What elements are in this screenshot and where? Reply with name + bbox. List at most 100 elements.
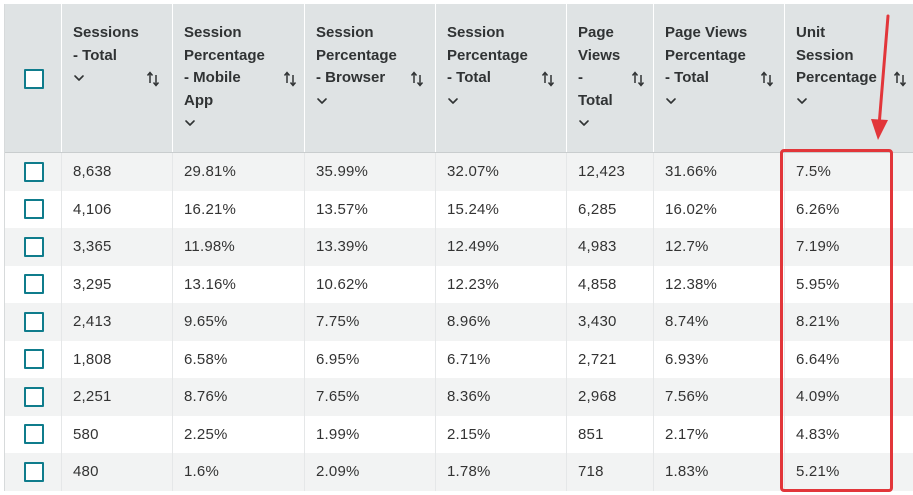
table-cell: 8.21%	[796, 313, 840, 331]
table-cell: 8.96%	[436, 303, 567, 341]
column-header[interactable]: Unit Session Percentage	[785, 4, 913, 152]
table-cell: 5.21%	[796, 463, 840, 481]
sort-arrows-icon[interactable]	[283, 70, 297, 88]
chevron-down-icon[interactable]	[577, 116, 591, 130]
table-cell: 6.26%	[796, 200, 840, 218]
table-cell: 4,983	[567, 228, 654, 266]
red-arrow-icon	[871, 14, 890, 140]
table-row[interactable]: 3,365 11.98% 13.39% 12.49% 4,983 12.7% 7.19%	[5, 228, 913, 266]
table-cell: 6.95%	[305, 340, 436, 378]
chevron-down-icon[interactable]	[72, 71, 86, 85]
column-header-label: Session Percentage - Total	[447, 24, 528, 86]
chevron-down-icon[interactable]	[183, 116, 197, 130]
table-cell: 3,295	[62, 265, 173, 303]
column-header-label: Session Percentage - Browser	[316, 24, 397, 86]
column-header[interactable]: Page Views Percentage - Total	[654, 4, 785, 152]
header-select-all[interactable]	[5, 4, 62, 152]
row-checkbox[interactable]	[24, 199, 44, 220]
table-cell: 7.56%	[654, 378, 785, 416]
column-header-label: Sessions - Total	[73, 24, 139, 64]
row-select-cell[interactable]	[5, 190, 62, 228]
column-header[interactable]: Page Views - Total	[567, 4, 654, 152]
column-header-label: Page Views Percentage - Total	[665, 24, 748, 86]
row-select-cell[interactable]	[5, 340, 62, 378]
column-header[interactable]: Session Percentage - Mobile App	[173, 4, 305, 152]
table-row[interactable]: 580 2.25% 1.99% 2.15% 851 2.17% 4.83%	[5, 415, 913, 453]
row-select-cell[interactable]	[5, 415, 62, 453]
table-cell: 851	[567, 415, 654, 453]
table-cell: 7.19%	[796, 238, 840, 256]
table-cell: 32.07%	[436, 153, 567, 191]
table-cell: 13.16%	[173, 265, 305, 303]
column-header-label: Unit Session Percentage	[796, 24, 877, 86]
table-cell: 6.58%	[173, 340, 305, 378]
column-header[interactable]: Session Percentage - Total	[436, 4, 567, 152]
row-checkbox[interactable]	[24, 161, 44, 182]
sort-arrows-icon[interactable]	[146, 70, 160, 88]
table-cell: 3,430	[567, 303, 654, 341]
table-cell: 3,365	[62, 228, 173, 266]
table-row[interactable]: 2,413 9.65% 7.75% 8.96% 3,430 8.74% 8.21%	[5, 303, 913, 341]
table-row[interactable]: 3,295 13.16% 10.62% 12.23% 4,858 12.38% 5.95%	[5, 265, 913, 303]
table-cell: 8.74%	[654, 303, 785, 341]
table-row[interactable]: 2,251 8.76% 7.65% 8.36% 2,968 7.56% 4.09%	[5, 378, 913, 416]
table-cell: 1,808	[62, 340, 173, 378]
row-checkbox[interactable]	[24, 236, 44, 257]
table-cell: 2.25%	[173, 415, 305, 453]
table-cell: 2,968	[567, 378, 654, 416]
data-table: Sessions - Total Session Percentage - Mob…	[4, 4, 913, 491]
table-cell: 4.09%	[796, 388, 840, 406]
column-header[interactable]: Session Percentage - Browser	[305, 4, 436, 152]
table-cell: 1.78%	[436, 453, 567, 491]
table-cell: 1.6%	[173, 453, 305, 491]
row-select-cell[interactable]	[5, 265, 62, 303]
table-row[interactable]: 1,808 6.58% 6.95% 6.71% 2,721 6.93% 6.64%	[5, 340, 913, 378]
row-select-cell[interactable]	[5, 453, 62, 491]
table-cell: 12.23%	[436, 265, 567, 303]
table-cell: 15.24%	[436, 190, 567, 228]
table-row[interactable]: 4,106 16.21% 13.57% 15.24% 6,285 16.02% 6.26%	[5, 190, 913, 228]
table-cell: 580	[62, 415, 173, 453]
table-cell: 2,413	[62, 303, 173, 341]
select-all-checkbox[interactable]	[24, 69, 44, 89]
row-select-cell[interactable]	[5, 378, 62, 416]
table-row[interactable]: 480 1.6% 2.09% 1.78% 718 1.83% 5.21%	[5, 453, 913, 491]
highlight-box	[780, 149, 893, 492]
table-cell: 4.83%	[796, 425, 840, 443]
row-select-cell[interactable]	[5, 303, 62, 341]
table-cell: 12.38%	[654, 265, 785, 303]
sort-arrows-icon[interactable]	[631, 70, 645, 88]
row-checkbox[interactable]	[24, 349, 44, 370]
row-select-cell[interactable]	[5, 153, 62, 191]
table-cell: 2.17%	[654, 415, 785, 453]
table-header: Sessions - Total Session Percentage - Mob…	[5, 4, 913, 153]
table-cell: 8,638	[62, 153, 173, 191]
sort-arrows-icon[interactable]	[541, 70, 555, 88]
table-cell: 29.81%	[173, 153, 305, 191]
row-checkbox[interactable]	[24, 311, 44, 332]
row-checkbox[interactable]	[24, 424, 44, 445]
sort-arrows-icon[interactable]	[410, 70, 424, 88]
sort-arrows-icon[interactable]	[760, 70, 774, 88]
table-cell: 1.83%	[654, 453, 785, 491]
table-cell: 2,721	[567, 340, 654, 378]
column-header[interactable]: Sessions - Total	[62, 4, 173, 152]
row-select-cell[interactable]	[5, 228, 62, 266]
table-cell: 7.65%	[305, 378, 436, 416]
column-header-label: Session Percentage - Mobile App	[184, 24, 265, 109]
row-checkbox[interactable]	[24, 386, 44, 407]
row-checkbox[interactable]	[24, 461, 44, 482]
table-cell: 31.66%	[654, 153, 785, 191]
chevron-down-icon[interactable]	[664, 94, 678, 108]
chevron-down-icon[interactable]	[446, 94, 460, 108]
table-cell: 480	[62, 453, 173, 491]
table-cell: 8.36%	[436, 378, 567, 416]
chevron-down-icon[interactable]	[795, 94, 809, 108]
table-cell: 16.21%	[173, 190, 305, 228]
table-cell: 10.62%	[305, 265, 436, 303]
row-checkbox[interactable]	[24, 274, 44, 295]
table-cell: 8.76%	[173, 378, 305, 416]
table-row[interactable]: 8,638 29.81% 35.99% 32.07% 12,423 31.66% 7.5%	[5, 153, 913, 191]
sort-arrows-icon[interactable]	[893, 70, 907, 88]
chevron-down-icon[interactable]	[315, 94, 329, 108]
